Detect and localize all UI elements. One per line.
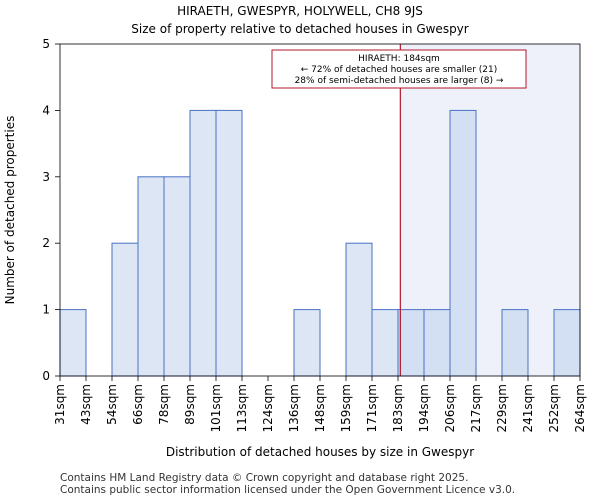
bar-229sqm bbox=[501, 309, 529, 377]
x-tick-label: 241sqm bbox=[521, 384, 535, 432]
y-tick-label: 4 bbox=[42, 103, 50, 117]
bar-136sqm bbox=[293, 309, 321, 377]
bar-171sqm bbox=[371, 309, 399, 377]
bar-78sqm bbox=[163, 176, 191, 377]
x-tick-label: 113sqm bbox=[235, 384, 249, 432]
axes-group: 0 1 2 3 4 5 31sqm 43sqm 54sqm 66sqm 78sqm 89sqm 101s… bbox=[42, 37, 587, 432]
bar-194sqm bbox=[423, 309, 451, 377]
x-tick-label: 229sqm bbox=[495, 384, 509, 432]
x-axis-label: Distribution of detached houses by size … bbox=[166, 445, 474, 459]
bar-54sqm bbox=[111, 242, 139, 377]
x-tick-label: 66sqm bbox=[131, 384, 145, 425]
bar-89sqm bbox=[189, 109, 217, 377]
annotation-box: HIRAETH: 184sqm ← 72% of detached houses… bbox=[271, 49, 527, 89]
annotation-line-1: HIRAETH: 184sqm bbox=[358, 54, 440, 64]
x-tick-label: 136sqm bbox=[287, 384, 301, 432]
bar-206sqm bbox=[449, 109, 477, 377]
x-tick-label: 206sqm bbox=[443, 384, 457, 432]
footer-line-2: Contains public sector information licen… bbox=[60, 484, 516, 496]
x-tick-label: 54sqm bbox=[105, 384, 119, 425]
chart-subtitle: Size of property relative to detached ho… bbox=[131, 22, 469, 36]
bar-101sqm bbox=[215, 109, 243, 377]
x-tick-label: 101sqm bbox=[209, 384, 223, 432]
chart-title: HIRAETH, GWESPYR, HOLYWELL, CH8 9JS bbox=[177, 4, 423, 18]
bar-252sqm bbox=[553, 309, 581, 377]
x-tick-label: 252sqm bbox=[547, 384, 561, 432]
y-tick-label: 1 bbox=[42, 303, 50, 317]
x-tick-label: 183sqm bbox=[391, 384, 405, 432]
y-tick-label: 0 bbox=[42, 369, 50, 383]
bar-183sqm bbox=[397, 309, 425, 377]
x-tick-label: 194sqm bbox=[417, 384, 431, 432]
x-tick-label: 31sqm bbox=[53, 384, 67, 425]
footer-line-1: Contains HM Land Registry data © Crown c… bbox=[60, 472, 469, 484]
y-tick-label: 3 bbox=[42, 170, 50, 184]
annotation-line-3: 28% of semi-detached houses are larger (… bbox=[295, 76, 504, 86]
bar-159sqm bbox=[345, 242, 373, 377]
x-tick-label: 171sqm bbox=[365, 384, 379, 432]
x-tick-label: 43sqm bbox=[79, 384, 93, 425]
y-tick-label: 2 bbox=[42, 236, 50, 250]
x-tick-label: 124sqm bbox=[261, 384, 275, 432]
x-tick-label: 264sqm bbox=[573, 384, 587, 432]
x-tick-label: 217sqm bbox=[469, 384, 483, 432]
x-tick-label: 78sqm bbox=[157, 384, 171, 425]
y-axis-label: Number of detached properties bbox=[3, 116, 17, 305]
bar-31sqm bbox=[59, 309, 87, 377]
annotation-frame bbox=[271, 49, 527, 89]
annotation-line-2: ← 72% of detached houses are smaller (21… bbox=[301, 65, 498, 75]
x-tick-label: 159sqm bbox=[339, 384, 353, 432]
y-tick-label: 5 bbox=[42, 37, 50, 51]
bar-66sqm bbox=[137, 176, 165, 377]
bars-group bbox=[59, 109, 581, 377]
x-tick-label: 148sqm bbox=[313, 384, 327, 432]
x-tick-label: 89sqm bbox=[183, 384, 197, 425]
